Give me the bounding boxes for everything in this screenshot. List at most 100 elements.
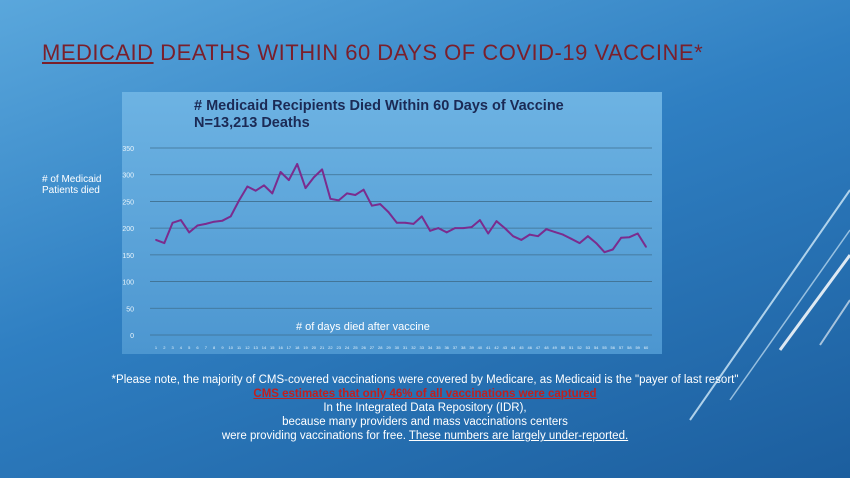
x-tick-label: 30 — [395, 345, 400, 350]
x-tick-label: 8 — [213, 345, 216, 350]
x-tick-label: 21 — [320, 345, 325, 350]
y-axis-label: # of Medicaid Patients died — [42, 174, 102, 196]
x-tick-label: 26 — [361, 345, 366, 350]
data-point — [412, 222, 415, 225]
x-tick-label: 38 — [461, 345, 466, 350]
y-tick-label: 200 — [122, 226, 134, 233]
x-tick-label: 19 — [303, 345, 308, 350]
slide-title-highlight: MEDICAID — [42, 40, 154, 65]
x-tick-label: 54 — [594, 345, 599, 350]
y-tick-label: 100 — [122, 280, 134, 287]
series-line — [155, 163, 647, 254]
data-point — [445, 231, 448, 234]
x-tick-label: 60 — [644, 345, 649, 350]
data-point — [420, 215, 423, 218]
x-tick-label: 17 — [287, 345, 292, 350]
data-point — [246, 185, 249, 188]
data-point — [196, 224, 199, 227]
data-point — [462, 227, 465, 230]
x-tick-label: 23 — [336, 345, 341, 350]
x-tick-label: 4 — [180, 345, 183, 350]
data-point — [603, 251, 606, 254]
data-point — [362, 188, 365, 191]
data-point — [263, 184, 265, 187]
x-tick-label: 59 — [635, 345, 640, 350]
x-tick-label: 24 — [345, 345, 350, 350]
x-tick-label: 47 — [536, 345, 541, 350]
y-tick-label: 250 — [122, 199, 134, 206]
data-point — [495, 220, 498, 223]
x-tick-label: 36 — [444, 345, 449, 350]
y-tick-label: 300 — [122, 173, 134, 180]
x-tick-label: 28 — [378, 345, 383, 350]
data-point — [545, 228, 548, 231]
data-point — [429, 229, 431, 232]
data-point — [570, 237, 573, 240]
data-point — [537, 235, 539, 238]
x-tick-label: 13 — [253, 345, 258, 350]
x-tick-label: 45 — [519, 345, 524, 350]
x-tick-label: 57 — [619, 345, 624, 350]
data-point — [387, 211, 390, 214]
x-tick-label: 16 — [278, 345, 283, 350]
x-tick-label: 53 — [586, 345, 591, 350]
data-point — [337, 199, 340, 202]
data-point — [611, 248, 614, 251]
footnotes: *Please note, the majority of CMS-covere… — [20, 373, 830, 443]
data-point — [404, 221, 407, 224]
data-point — [229, 215, 232, 218]
data-point — [163, 242, 166, 245]
data-point — [528, 233, 531, 236]
x-tick-label: 29 — [386, 345, 391, 350]
data-point — [512, 235, 515, 238]
data-point — [437, 227, 440, 230]
y-tick-label: 50 — [126, 306, 134, 313]
data-point — [562, 233, 564, 236]
slide-title: MEDICAID DEATHS WITHIN 60 DAYS OF COVID-… — [42, 40, 703, 66]
x-tick-label: 12 — [245, 345, 250, 350]
data-point — [487, 232, 490, 235]
x-tick-label: 58 — [627, 345, 632, 350]
note-free-text: were providing vaccinations for free. — [221, 430, 409, 442]
x-tick-label: 5 — [188, 345, 191, 350]
x-tick-label: 52 — [577, 345, 582, 350]
x-tick-label: 15 — [270, 345, 275, 350]
data-point — [287, 179, 290, 181]
x-tick-label: 46 — [528, 345, 533, 350]
x-tick-label: 14 — [262, 345, 267, 350]
x-tick-label: 44 — [511, 345, 516, 350]
x-tick-label: 25 — [353, 345, 358, 350]
x-tick-label: 35 — [436, 345, 441, 350]
data-point — [628, 236, 631, 239]
data-point — [180, 219, 182, 222]
x-tick-label: 7 — [205, 345, 208, 350]
x-tick-label: 48 — [544, 345, 549, 350]
data-point — [254, 189, 257, 192]
chart-title-line-1: # Medicaid Recipients Died Within 60 Day… — [194, 98, 564, 114]
data-point — [379, 203, 382, 205]
x-tick-label: 49 — [552, 345, 557, 350]
note-free: were providing vaccinations for free. Th… — [20, 429, 830, 443]
data-point — [171, 221, 174, 224]
x-tick-label: 9 — [221, 345, 224, 350]
x-tick-label: 41 — [486, 345, 491, 350]
x-tick-label: 10 — [229, 345, 234, 350]
note-payer: *Please note, the majority of CMS-covere… — [111, 374, 739, 386]
data-point — [503, 227, 506, 230]
x-tick-label: 51 — [569, 345, 574, 350]
x-tick-label: 20 — [312, 345, 317, 350]
data-point — [371, 204, 373, 207]
x-tick-label: 33 — [420, 345, 425, 350]
data-point — [586, 235, 589, 238]
data-point — [620, 236, 622, 239]
data-point — [470, 226, 473, 228]
data-point — [636, 232, 639, 235]
x-tick-label: 40 — [478, 345, 483, 350]
data-point — [578, 242, 581, 245]
x-tick-label: 37 — [453, 345, 458, 350]
x-tick-label: 43 — [503, 345, 508, 350]
data-point — [238, 199, 240, 202]
slide-title-rest: DEATHS WITHIN 60 DAYS OF COVID-19 VACCIN… — [153, 40, 704, 65]
x-tick-label: 2 — [163, 345, 166, 350]
